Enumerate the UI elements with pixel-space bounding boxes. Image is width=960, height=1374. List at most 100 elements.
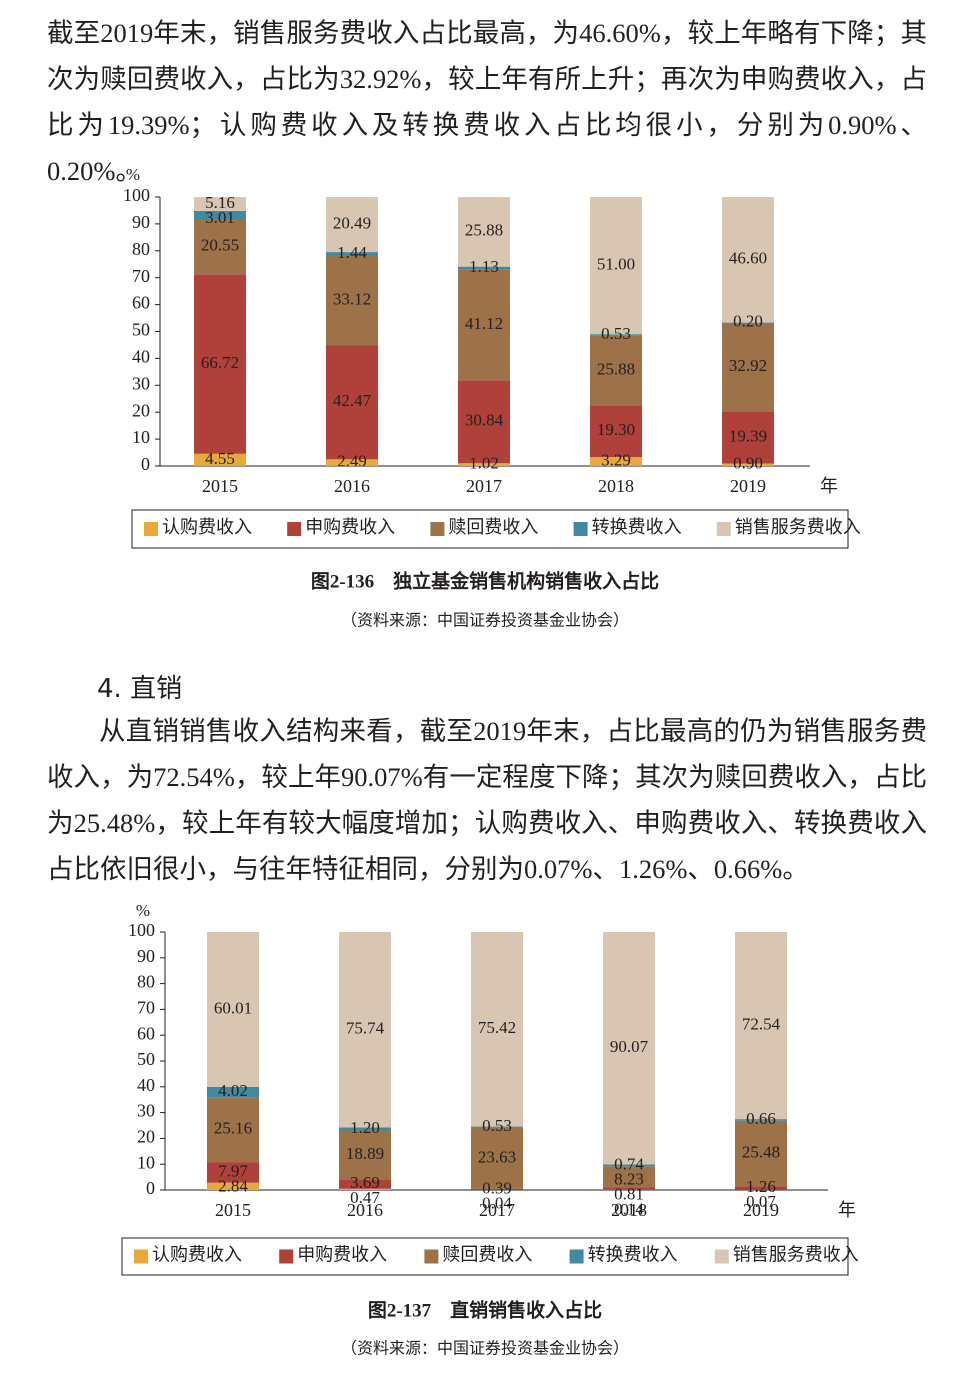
bar-segment [590,334,642,336]
bar-segment [722,196,774,323]
data-label: 42.47 [333,391,372,410]
y-tick-label: 60 [137,1023,155,1043]
y-tick-label: 10 [137,1152,155,1172]
legend-label: 赎回费收入 [442,1245,532,1265]
data-label: 90.07 [610,1037,649,1056]
bar-segment [603,1164,655,1167]
bar-segment [339,1188,391,1190]
bar-segment [722,411,774,464]
data-label: 0.53 [482,1116,512,1135]
bar-segment [339,932,391,1128]
legend-box [121,1237,849,1276]
data-label: 1.02 [469,454,499,473]
data-label: 0.07 [746,1192,776,1211]
legend-swatch [714,1249,729,1264]
bar-segment [603,932,655,1165]
legend-swatch [424,1249,439,1264]
data-label: 1.26 [746,1177,776,1196]
legend-box [131,509,849,549]
legend-swatch [569,1249,584,1264]
bar-segment [194,274,246,454]
data-label: 0.53 [601,324,631,343]
data-label: 20.55 [201,236,239,255]
y-tick-label: 30 [132,373,150,393]
bar-segment [735,1119,787,1121]
bar-segment [207,932,259,1087]
legend-swatch [716,522,731,536]
data-label: 72.54 [742,1014,781,1033]
legend-swatch [144,522,158,536]
bar-segment [471,931,523,1127]
bar-segment [735,931,787,1120]
data-label: 32.92 [729,356,767,375]
legend-label: 赎回费收入 [448,517,538,537]
x-tick-label: 2017 [466,476,502,496]
bar-segment [722,463,774,466]
x-tick-label: 2018 [598,476,634,496]
bar-segment [471,1127,523,1189]
y-tick-label: 100 [128,920,155,940]
data-label: 51.00 [597,255,635,274]
y-tick-label: 20 [132,400,150,420]
data-label: 2.49 [337,452,367,471]
data-label: 0.81 [614,1184,644,1203]
data-label: 3.29 [601,450,631,469]
bar-segment [722,322,774,323]
data-label: 7.97 [218,1161,248,1180]
bar-segment [603,1187,655,1190]
data-label: 46.60 [729,249,767,268]
paragraph: 从直销销售收入结构来看，截至2019年末，占比最高的仍为销售服务费收入，为72.… [47,716,927,884]
bar-segment [339,1179,391,1189]
data-label: 19.39 [729,426,767,445]
legend-swatch [287,522,302,536]
data-label: 0.74 [614,1154,644,1173]
legend-swatch [134,1249,148,1264]
bar-segment [194,210,246,220]
bar-segment [458,380,510,464]
figure-caption: 图2-136 独立基金销售机构销售收入占比 [311,569,659,592]
data-label: 0.20 [733,312,763,331]
bar-segment [207,1097,259,1163]
y-tick-label: 70 [137,998,155,1018]
figure-source: （资料来源：中国证券投资基金业协会） [341,1340,629,1358]
bar-segment [458,197,510,267]
data-label: 0.47 [350,1188,380,1207]
bar-segment [722,322,774,412]
bar-segment [326,345,378,460]
data-label: 25.48 [742,1143,780,1162]
data-label: 0.66 [746,1109,776,1128]
bar-segment [590,405,642,458]
data-label: 1.44 [337,243,367,262]
bar-segment [194,219,246,275]
legend-swatch [430,522,445,536]
bar-segment [590,335,642,406]
data-label: 0.14 [614,1199,644,1218]
x-tick-label: 2019 [730,476,766,496]
data-label: 0.04 [482,1193,512,1212]
bar-segment [458,266,510,270]
y-tick-label: 60 [132,293,150,313]
bar-segment [194,453,246,466]
data-label: 30.84 [465,411,504,430]
data-label: 33.12 [333,289,371,308]
bar-segment [735,1186,787,1190]
data-label: 25.88 [597,359,635,378]
data-label: 0.39 [482,1178,512,1197]
data-label: 41.12 [465,314,503,333]
x-axis-label: 年 [838,1200,856,1220]
y-tick-label: 50 [137,1049,155,1069]
y-tick-label: 20 [137,1127,155,1147]
x-tick-label: 2016 [347,1200,383,1220]
bar-segment [207,1182,259,1190]
data-label: 3.69 [350,1173,380,1192]
y-tick-label: 0 [146,1178,155,1198]
bar-segment [326,252,378,256]
bar-segment [458,269,510,381]
data-label: 60.01 [214,998,252,1017]
x-axis-label: 年 [820,476,838,496]
data-label: 75.42 [478,1018,516,1037]
y-tick-label: 10 [132,427,150,447]
data-label: 1.20 [350,1118,380,1137]
